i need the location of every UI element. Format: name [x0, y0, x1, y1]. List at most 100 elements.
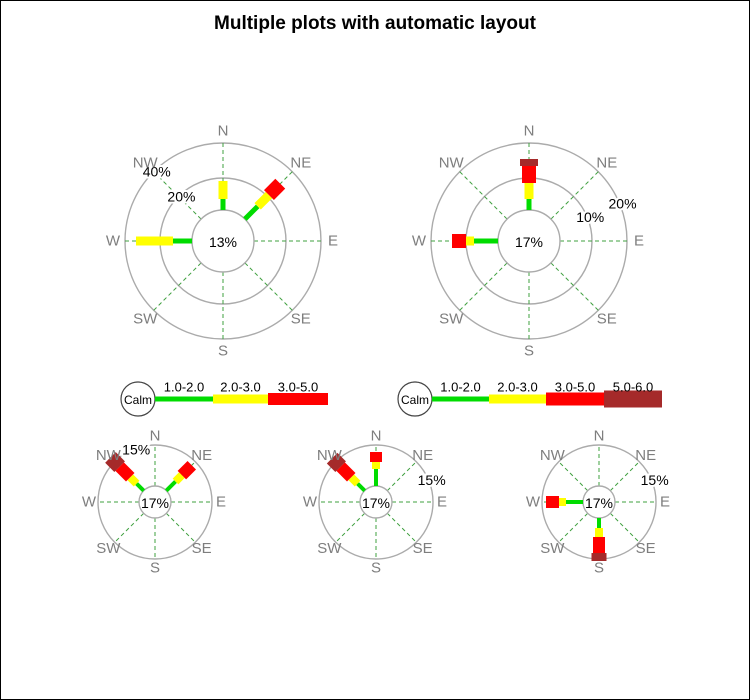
- legend-range-swatch-green: [155, 396, 213, 402]
- compass-label-sw: SW: [96, 540, 121, 557]
- compass-label-w: W: [82, 494, 97, 511]
- compass-label-s: S: [371, 560, 381, 577]
- wind-bar-segment-ne-green: [243, 204, 260, 221]
- compass-label-nw: NW: [96, 447, 122, 464]
- compass-label-e: E: [634, 233, 644, 250]
- wind-bar-segment-nw-yellow: [127, 474, 140, 487]
- wind-bar-segment-ne-green: [164, 480, 177, 493]
- calm-percent-label: 17%: [585, 495, 613, 511]
- ring-percent-label: 15%: [641, 472, 669, 488]
- legend-range-swatch-yellow: [489, 394, 546, 404]
- wind-bar-segment-nw-red: [336, 462, 356, 482]
- compass-label-n: N: [218, 123, 229, 140]
- grid-ray: [386, 461, 417, 492]
- compass-label-nw: NW: [133, 155, 159, 172]
- ring-percent-label: 15%: [122, 441, 150, 457]
- compass-label-w: W: [526, 494, 541, 511]
- legend-range-label: 1.0-2.0: [440, 380, 480, 395]
- grid-ray: [335, 512, 366, 543]
- grid-ray: [459, 262, 508, 311]
- wind-bar-segment-nw-green: [356, 482, 367, 493]
- legend-range-label: 2.0-3.0: [220, 380, 260, 395]
- compass-label-s: S: [150, 560, 160, 577]
- legend-range-swatch-brown: [604, 390, 662, 408]
- grid-ray: [558, 461, 589, 492]
- legend-range-swatch-red: [268, 393, 328, 405]
- wind-bar-segment-ne-red: [264, 178, 286, 200]
- wind-bar-segment-nw-red: [115, 462, 135, 482]
- compass-label-ne: NE: [635, 447, 656, 464]
- wind-bar-segment-ne-yellow: [172, 472, 185, 485]
- legend-range-label: 5.0-6.0: [613, 380, 653, 395]
- page-title: Multiple plots with automatic layout: [214, 13, 536, 34]
- ring-percent-label: 20%: [609, 195, 637, 211]
- compass-label-w: W: [412, 233, 427, 250]
- compass-label-se: SE: [636, 540, 656, 557]
- grid-ray: [114, 512, 145, 543]
- compass-label-s: S: [218, 343, 228, 360]
- legend-range-swatch-green: [432, 396, 489, 402]
- compass-label-w: W: [106, 233, 121, 250]
- grid-ray: [609, 461, 640, 492]
- compass-label-se: SE: [192, 540, 212, 557]
- compass-label-s: S: [524, 343, 534, 360]
- ring-percent-label: 40%: [143, 164, 171, 180]
- compass-label-e: E: [328, 233, 338, 250]
- calm-circle: [138, 485, 172, 519]
- grid-ray: [386, 512, 417, 543]
- compass-label-sw: SW: [133, 310, 158, 327]
- compass-label-e: E: [660, 494, 670, 511]
- legend-range-label: 3.0-5.0: [555, 380, 595, 395]
- grid-ray: [609, 512, 640, 543]
- compass-label-se: SE: [597, 310, 617, 327]
- compass-label-n: N: [524, 123, 535, 140]
- compass-label-ne: NE: [191, 447, 212, 464]
- grid-ring-circle: [97, 444, 213, 560]
- grid-ray: [459, 171, 508, 220]
- ring-percent-label: 15%: [418, 472, 446, 488]
- compass-label-n: N: [371, 428, 382, 445]
- compass-label-sw: SW: [439, 310, 464, 327]
- calm-percent-label: 17%: [515, 234, 543, 250]
- compass-label-ne: NE: [596, 155, 617, 172]
- grid-ray: [558, 512, 589, 543]
- compass-label-nw: NW: [439, 155, 465, 172]
- compass-label-ne: NE: [412, 447, 433, 464]
- compass-label-sw: SW: [540, 540, 565, 557]
- wind-bar-segment-ne-yellow: [254, 191, 273, 210]
- compass-label-nw: NW: [317, 447, 343, 464]
- ring-percent-label: 20%: [167, 188, 195, 204]
- compass-label-se: SE: [291, 310, 311, 327]
- wind-bar-segment-ne-red: [177, 460, 197, 480]
- legend-range-label: 3.0-5.0: [278, 380, 318, 395]
- compass-label-w: W: [303, 494, 318, 511]
- wind-bar-segment-nw-brown: [326, 452, 346, 472]
- ring-percent-label: 10%: [576, 209, 604, 225]
- calm-percent-label: 17%: [362, 495, 390, 511]
- wind-bar-segment-nw-yellow: [348, 474, 361, 487]
- grid-ring-circle: [318, 444, 434, 560]
- compass-label-n: N: [150, 428, 161, 445]
- calm-percent-label: 17%: [141, 495, 169, 511]
- grid-ray: [244, 262, 293, 311]
- compass-label-sw: SW: [317, 540, 342, 557]
- legend-calm-label: Calm: [401, 393, 429, 407]
- grid-ray: [550, 262, 599, 311]
- legend-range-swatch-yellow: [213, 394, 268, 404]
- compass-label-s: S: [594, 560, 604, 577]
- legend-range-label: 1.0-2.0: [164, 380, 204, 395]
- wind-bar-segment-nw-brown: [105, 452, 125, 472]
- compass-label-nw: NW: [540, 447, 566, 464]
- grid-ray: [165, 512, 196, 543]
- legend-range-swatch-red: [546, 392, 604, 406]
- compass-label-se: SE: [413, 540, 433, 557]
- wind-bar-segment-nw-green: [135, 482, 146, 493]
- legend-range-label: 2.0-3.0: [497, 380, 537, 395]
- calm-percent-label: 13%: [209, 234, 237, 250]
- compass-label-e: E: [437, 494, 447, 511]
- compass-label-ne: NE: [290, 155, 311, 172]
- compass-label-n: N: [594, 428, 605, 445]
- legend-calm-label: Calm: [124, 393, 152, 407]
